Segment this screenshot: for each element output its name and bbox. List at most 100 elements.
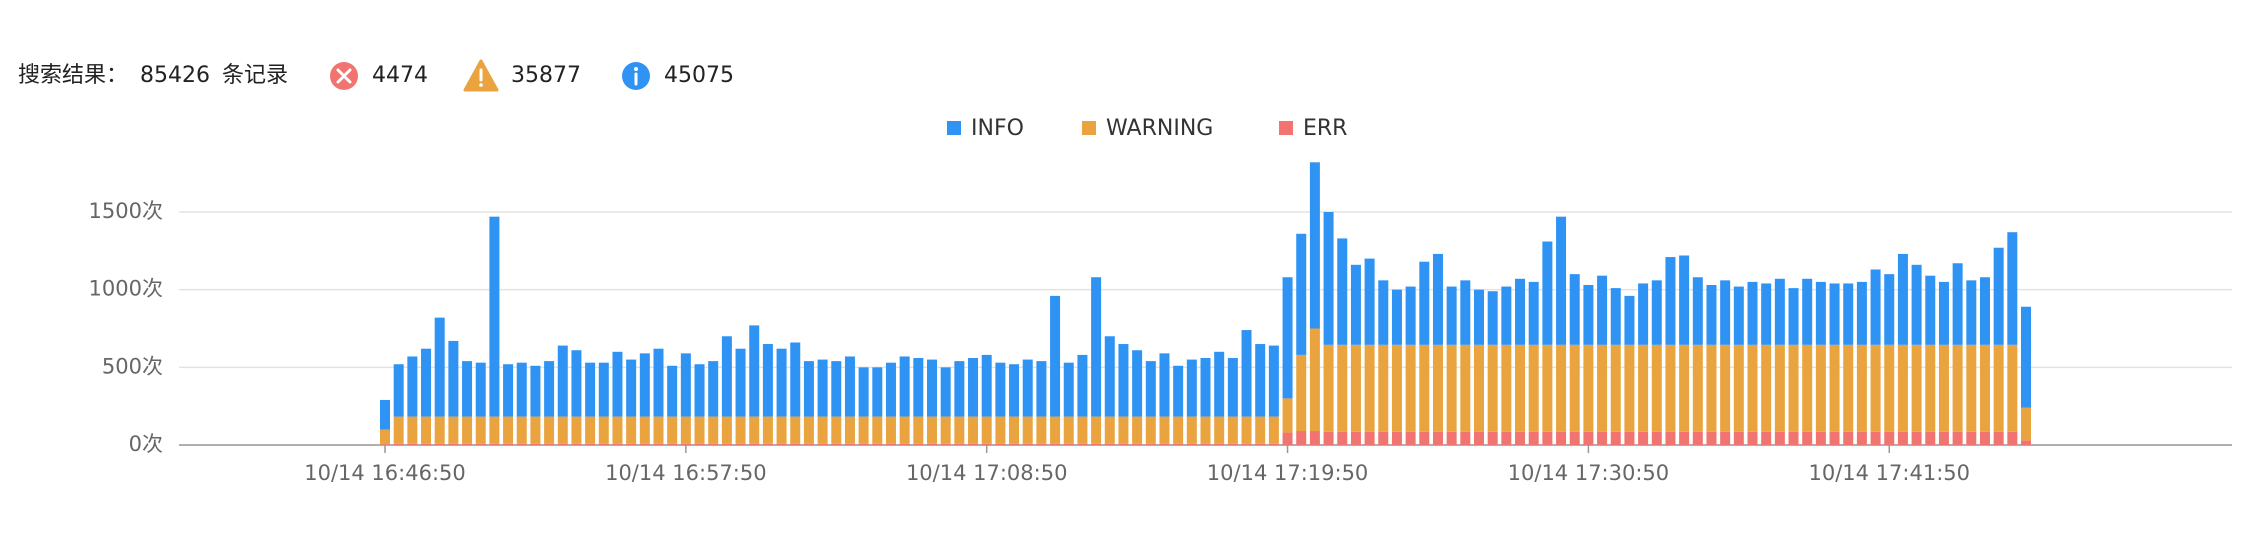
bar-segment: [612, 443, 623, 445]
bar-segment: [1856, 281, 1867, 345]
bar-segment: [927, 359, 937, 417]
x-tick-label: 10/14 17:19:50: [1207, 461, 1369, 485]
bar-segment: [708, 361, 719, 417]
bar-segment: [1774, 431, 1785, 445]
bar-segment: [1009, 364, 1020, 417]
bar-segment: [1214, 443, 1225, 445]
bar-segment: [1979, 431, 1990, 445]
bar-segment: [1173, 443, 1184, 445]
bar-segment: [1200, 443, 1211, 445]
bar-segment: [927, 416, 937, 444]
bar-segment: [407, 443, 418, 445]
bar-segment: [858, 367, 869, 417]
bar-segment: [612, 351, 623, 417]
bar-segment: [557, 443, 568, 445]
bar-segment: [1651, 344, 1662, 432]
bar-segment: [968, 358, 979, 417]
bar-segment: [1870, 344, 1881, 432]
bar-segment: [872, 443, 883, 445]
bar-segment: [626, 443, 637, 445]
bar-segment: [1815, 281, 1826, 345]
bar-segment: [1966, 431, 1977, 445]
bar-segment: [407, 356, 418, 417]
bar-segment: [1391, 289, 1402, 345]
bar-segment: [462, 361, 473, 417]
bar-segment: [762, 416, 773, 444]
bar-segment: [1952, 344, 1963, 432]
bar-segment: [1050, 443, 1061, 445]
bar-segment: [1337, 238, 1348, 345]
bar-segment: [667, 416, 678, 444]
bar-segment: [2021, 306, 2031, 408]
bar-segment: [995, 362, 1006, 417]
bar-segment: [1528, 281, 1539, 345]
legend-swatch: [1279, 121, 1293, 135]
bar-segment: [1897, 253, 1908, 345]
bar-segment: [968, 416, 979, 444]
bar-segment: [749, 416, 760, 444]
bar-segment: [1583, 431, 1594, 445]
bar-segment: [1378, 431, 1389, 445]
bar-segment: [776, 348, 787, 417]
bar-segment: [1966, 280, 1977, 345]
bar-segment: [1651, 431, 1662, 445]
bar-segment: [817, 416, 828, 444]
bar-segment: [1323, 212, 1334, 345]
y-tick-label: 1000次: [89, 277, 163, 301]
bar-segment: [1952, 431, 1963, 445]
bar-segment: [1665, 431, 1676, 445]
bar-segment: [1597, 431, 1608, 445]
bar-segment: [721, 416, 732, 444]
bar-segment: [831, 361, 842, 417]
bar-segment: [1241, 443, 1252, 445]
bar-segment: [1761, 283, 1772, 345]
bar-segment: [1501, 286, 1512, 345]
err-icon: [330, 62, 358, 90]
bar-segment: [1036, 416, 1047, 444]
bar-segment: [1843, 431, 1854, 445]
bar-segment: [1938, 344, 1949, 432]
bar-segment: [1911, 344, 1922, 432]
bar-segment: [1104, 416, 1115, 444]
bar-segment: [1268, 345, 1279, 417]
bar-segment: [1802, 278, 1813, 345]
bar-segment: [708, 443, 719, 445]
bar-segment: [1077, 354, 1088, 417]
bar-segment: [1692, 344, 1703, 432]
bar-segment: [1569, 431, 1580, 445]
bar-segment: [803, 443, 814, 445]
bar-segment: [1802, 431, 1813, 445]
bar-segment: [1309, 162, 1320, 329]
bar-segment: [858, 416, 869, 444]
bar-segment: [1432, 431, 1443, 445]
bar-segment: [1856, 431, 1867, 445]
bar-segment: [1569, 344, 1580, 432]
bar-segment: [503, 416, 514, 444]
bar-segment: [380, 399, 390, 430]
bar-segment: [1487, 291, 1498, 345]
bar-segment: [2021, 440, 2031, 445]
bar-segment: [831, 443, 842, 445]
bar-segment: [1159, 416, 1170, 444]
bar-segment: [872, 416, 883, 444]
bar-segment: [762, 443, 773, 445]
bar-segment: [489, 443, 500, 445]
bar-segment: [844, 356, 855, 417]
warning-count: 35877: [511, 63, 581, 88]
bar-segment: [1022, 359, 1033, 417]
bar-segment: [735, 443, 746, 445]
bar-segment: [968, 443, 979, 445]
bar-segment: [1022, 443, 1033, 445]
bar-segment: [1036, 443, 1047, 445]
bar-segment: [1227, 358, 1238, 417]
bar-segment: [1419, 261, 1430, 345]
bar-segment: [735, 416, 746, 444]
bar-segment: [585, 416, 596, 444]
bar-segment: [1282, 398, 1293, 433]
bar-segment: [530, 443, 541, 445]
bar-segment: [1036, 361, 1047, 417]
bar-segment: [1009, 416, 1020, 444]
bar-segment: [1993, 247, 2004, 345]
bar-segment: [1268, 443, 1279, 445]
bar-segment: [981, 354, 992, 417]
